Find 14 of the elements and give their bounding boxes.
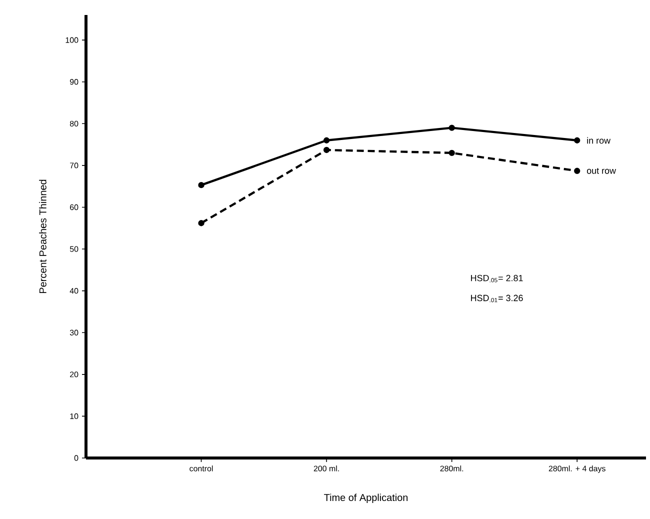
- series-label: out row: [586, 168, 616, 174]
- point: [198, 220, 204, 226]
- point: [448, 124, 455, 131]
- y-axis-title: Percent Peaches Thinned: [39, 180, 46, 294]
- point: [323, 146, 330, 154]
- point: [323, 137, 330, 144]
- point: [448, 150, 455, 156]
- x-axis-title: Time of Application: [324, 494, 408, 504]
- point: [574, 137, 580, 144]
- annotation: HSD$_{.05}$= 2.81: [471, 274, 523, 282]
- point: [574, 168, 580, 174]
- annotation: HSD$_{.01}$= 3.26: [471, 294, 523, 302]
- series-label: in row: [587, 137, 611, 144]
- point: [198, 182, 204, 188]
